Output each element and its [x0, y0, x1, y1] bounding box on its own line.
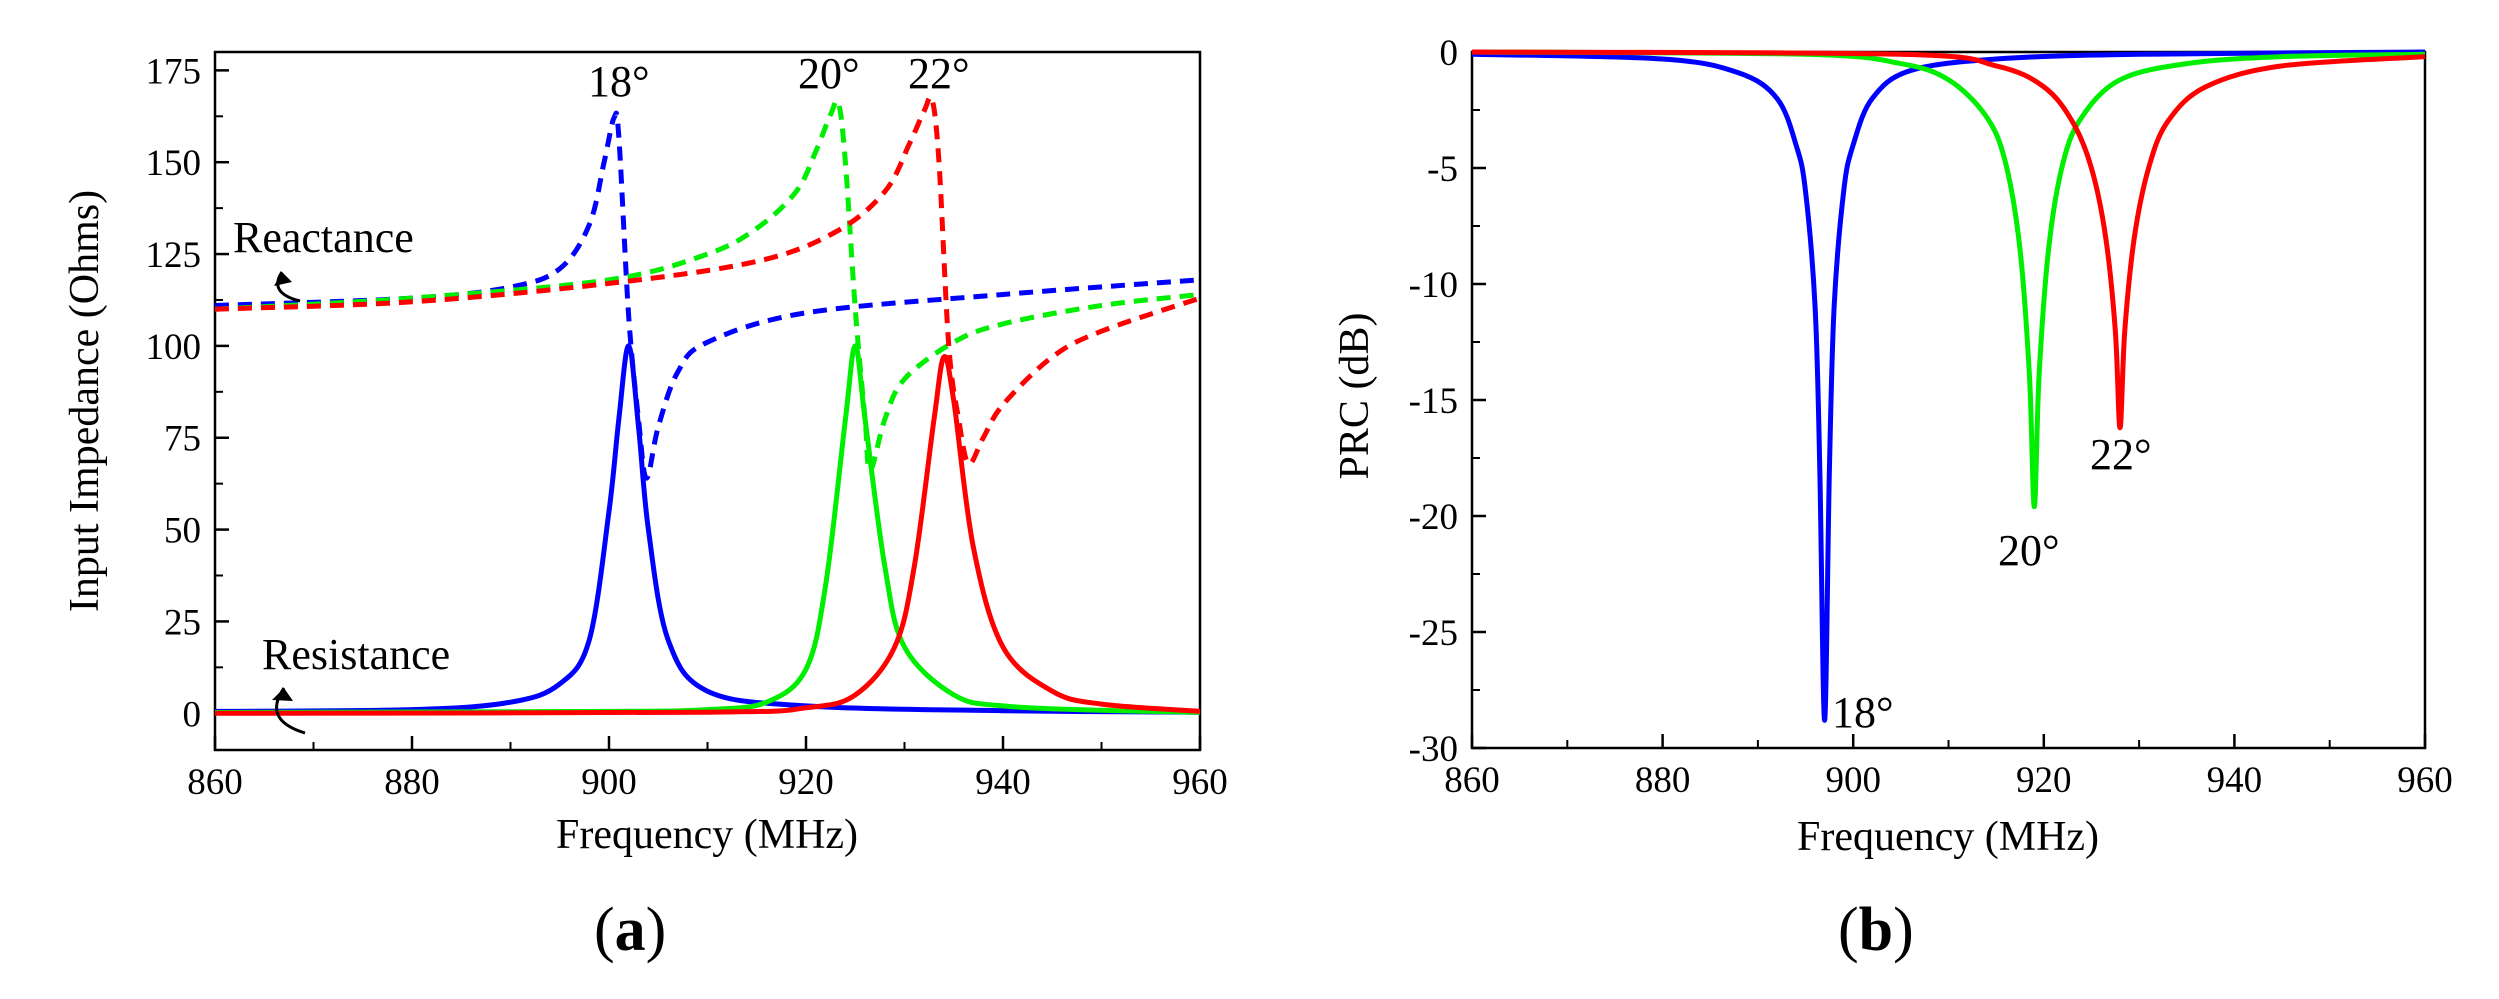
reactance-arrowhead — [274, 272, 292, 286]
y-tick-label: 100 — [146, 327, 202, 368]
panel-b-caption: (b) — [1838, 896, 1914, 964]
series-line-20 — [1471, 49, 2426, 510]
panel-b-ticks — [1470, 50, 2427, 750]
y-tick-label: 175 — [146, 51, 202, 92]
y-tick-label: 50 — [164, 511, 201, 552]
series-line-18 — [1471, 49, 2426, 723]
series-line-resistance-22 — [214, 354, 1201, 716]
x-tick-label: 880 — [384, 762, 440, 803]
panel-a-x-axis-label: Frequency (MHz) — [556, 812, 858, 858]
panel-b-prc-chart: 860 880 900 920 940 960 0 -5 -10 -15 -20 -25 -30 Fre… — [1332, 33, 2453, 964]
y-tick-label: -15 — [1409, 381, 1458, 422]
y-tick-label: 150 — [146, 143, 202, 184]
panel-b-x-axis-label: Frequency (MHz) — [1797, 814, 2099, 860]
y-tick-label: -5 — [1427, 149, 1458, 190]
panel-a-caption: (a) — [594, 896, 666, 964]
x-tick-label: 860 — [187, 762, 243, 803]
x-tick-label: 960 — [1172, 762, 1228, 803]
x-tick-label: 940 — [975, 762, 1031, 803]
panel-a-series — [214, 94, 1201, 716]
x-tick-label: 920 — [778, 762, 834, 803]
x-tick-label: 940 — [2207, 760, 2263, 801]
series-line-22 — [1471, 49, 2426, 431]
x-tick-label: 880 — [1635, 760, 1691, 801]
y-tick-label: -30 — [1409, 729, 1458, 770]
resistance-annotation: Resistance — [262, 630, 450, 679]
panel-a-letter: a — [615, 896, 646, 964]
peak-label-20: 20° — [798, 49, 860, 98]
series-line-reactance-22 — [214, 94, 1201, 467]
reactance-annotation: Reactance — [233, 213, 414, 262]
x-tick-label: 960 — [2397, 760, 2453, 801]
dip-label-18: 18° — [1832, 688, 1894, 737]
y-tick-label: 75 — [164, 419, 201, 460]
y-tick-label: -10 — [1409, 265, 1458, 306]
dip-label-20: 20° — [1998, 526, 2060, 575]
y-tick-label: -20 — [1409, 497, 1458, 538]
x-tick-label: 900 — [581, 762, 637, 803]
series-line-reactance-20 — [214, 98, 1201, 474]
y-tick-label: -25 — [1409, 613, 1458, 654]
panel-a-impedance-chart: 860 880 900 920 940 960 0 25 50 75 100 125 150 175 Fr… — [62, 49, 1228, 964]
y-tick-label: 0 — [183, 694, 202, 735]
panel-b-y-axis-label: PRC (dB) — [1332, 313, 1378, 480]
x-tick-label: 860 — [1444, 760, 1500, 801]
y-tick-label: 125 — [146, 235, 202, 276]
panel-b-tick-labels: 860 880 900 920 940 960 0 -5 -10 -15 -20 -25 -30 — [1409, 33, 2453, 801]
panel-a-y-axis-label: Input Impedance (Ohms) — [62, 190, 108, 612]
x-tick-label: 920 — [2016, 760, 2072, 801]
peak-label-22: 22° — [908, 49, 970, 98]
panel-b-series — [1471, 49, 2426, 723]
panel-b-plot-frame — [1470, 50, 2427, 750]
series-line-reactance-18 — [214, 110, 1201, 481]
panel-b-letter: b — [1859, 896, 1893, 964]
resistance-arrowhead — [272, 688, 293, 701]
y-tick-label: 25 — [164, 602, 201, 643]
y-tick-label: 0 — [1440, 33, 1459, 74]
dip-label-22: 22° — [2090, 430, 2152, 479]
x-tick-label: 900 — [1825, 760, 1881, 801]
panel-a-tick-labels: 860 880 900 920 940 960 0 25 50 75 100 125 150 175 — [146, 51, 1228, 803]
peak-label-18: 18° — [588, 57, 650, 106]
